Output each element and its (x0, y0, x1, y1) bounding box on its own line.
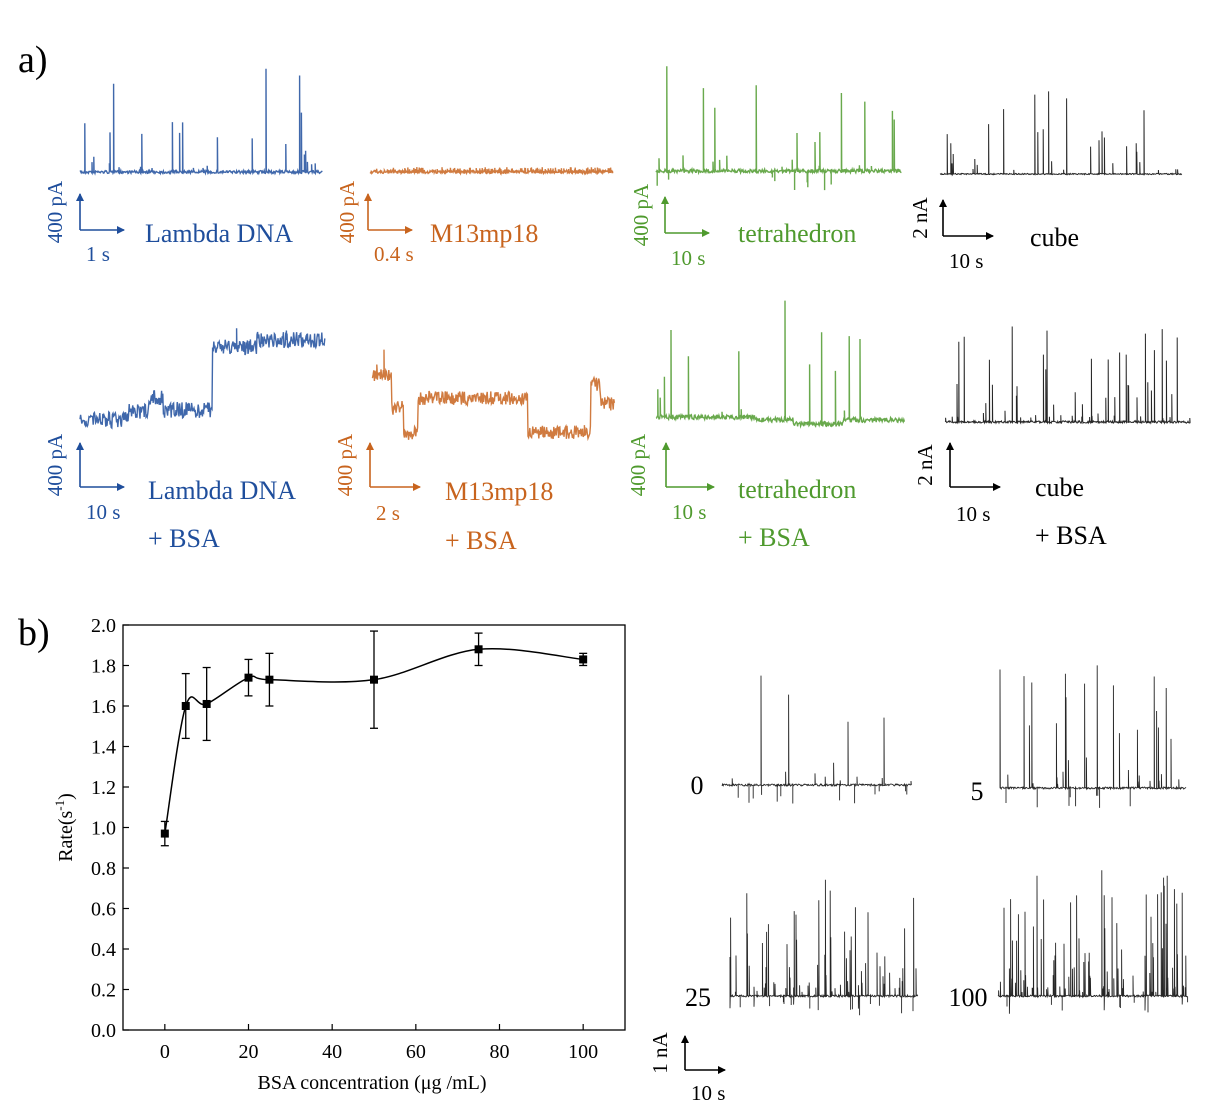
trace-suffix: + BSA (445, 526, 517, 555)
x-tick-label: 20 (239, 1041, 259, 1063)
trace-label: 5 (971, 777, 984, 806)
scale-x-label: 10 s (671, 246, 705, 270)
x-tick-label: 40 (322, 1041, 342, 1063)
current-trace (944, 326, 1191, 425)
scale-y-label: 2 nA (908, 196, 932, 238)
scale-y-label: 400 pA (335, 180, 359, 243)
scale-y-label: 400 pA (333, 433, 357, 496)
trace-name: cube (1030, 223, 1079, 252)
current-trace (721, 675, 912, 804)
trace-suffix: + BSA (738, 523, 810, 552)
scale-y-label: 400 pA (43, 433, 67, 496)
scale-x-label: 1 s (86, 242, 110, 266)
y-tick-label: 0.2 (91, 980, 116, 1002)
y-tick-label: 0.6 (91, 899, 116, 921)
y-label-sup: -1 (52, 800, 67, 811)
x-tick-label: 0 (160, 1041, 170, 1063)
scale-y-label: 400 pA (626, 433, 650, 496)
y-tick-label: 1.0 (91, 818, 116, 840)
scale-y-label: 400 pA (43, 180, 67, 243)
trace-name: cube (1035, 473, 1084, 502)
data-point (202, 699, 211, 708)
y-tick-label: 0.0 (91, 1020, 116, 1042)
trace-label: 0 (691, 771, 704, 800)
current-trace (79, 328, 326, 430)
trace-name: Lambda DNA (148, 476, 296, 505)
current-trace (655, 66, 902, 191)
trace-name: tetrahedron (738, 475, 856, 504)
scale-x-label: 10 s (949, 249, 983, 273)
y-tick-label: 1.4 (91, 737, 116, 759)
scale-y-label: 400 pA (629, 183, 653, 246)
trace-name: M13mp18 (445, 477, 553, 506)
scale-x-label: 10 s (691, 1081, 725, 1105)
y-label-text: Rate(s (55, 810, 77, 861)
y-tick-label: 0.8 (91, 858, 116, 880)
x-axis-label: BSA concentration (μg /mL) (257, 1072, 486, 1094)
x-tick-label: 80 (490, 1041, 510, 1063)
trace-label: 100 (949, 983, 988, 1012)
scale-x-label: 0.4 s (374, 242, 414, 266)
current-trace (369, 167, 614, 176)
scale-y-label: 1 nA (648, 1031, 672, 1073)
current-trace (999, 665, 1187, 808)
current-trace (997, 870, 1189, 1014)
y-axis-label: Rate(s-1) (52, 793, 77, 862)
current-trace (79, 68, 323, 176)
data-point (160, 829, 169, 838)
data-point (474, 645, 483, 654)
y-tick-label: 2.0 (91, 615, 116, 637)
current-trace (371, 349, 616, 442)
scale-x-label: 10 s (956, 502, 990, 526)
trace-label: 25 (685, 983, 711, 1012)
data-point (244, 673, 253, 682)
trace-suffix: + BSA (148, 524, 220, 553)
scale-x-label: 2 s (376, 501, 400, 525)
y-tick-label: 1.8 (91, 656, 116, 678)
data-point (579, 655, 588, 664)
scale-x-label: 10 s (672, 500, 706, 524)
y-tick-label: 1.6 (91, 696, 116, 718)
scale-y-label: 2 nA (913, 443, 937, 485)
current-trace (939, 91, 1183, 177)
scale-x-label: 10 s (86, 500, 120, 524)
current-trace (655, 300, 906, 429)
x-tick-label: 60 (406, 1041, 426, 1063)
trace-suffix: + BSA (1035, 521, 1107, 550)
y-tick-label: 1.2 (91, 777, 116, 799)
trace-name: Lambda DNA (145, 219, 293, 248)
current-trace (729, 879, 919, 1016)
data-point (181, 702, 190, 710)
panel-label: a) (18, 39, 48, 81)
x-tick-label: 100 (568, 1041, 598, 1063)
data-point (265, 675, 274, 684)
trace-name: tetrahedron (738, 219, 856, 248)
data-point (370, 675, 378, 684)
trace-name: M13mp18 (430, 219, 538, 248)
panel-label: b) (18, 612, 50, 654)
y-tick-label: 0.4 (91, 939, 116, 961)
y-label-end: ) (55, 793, 77, 800)
